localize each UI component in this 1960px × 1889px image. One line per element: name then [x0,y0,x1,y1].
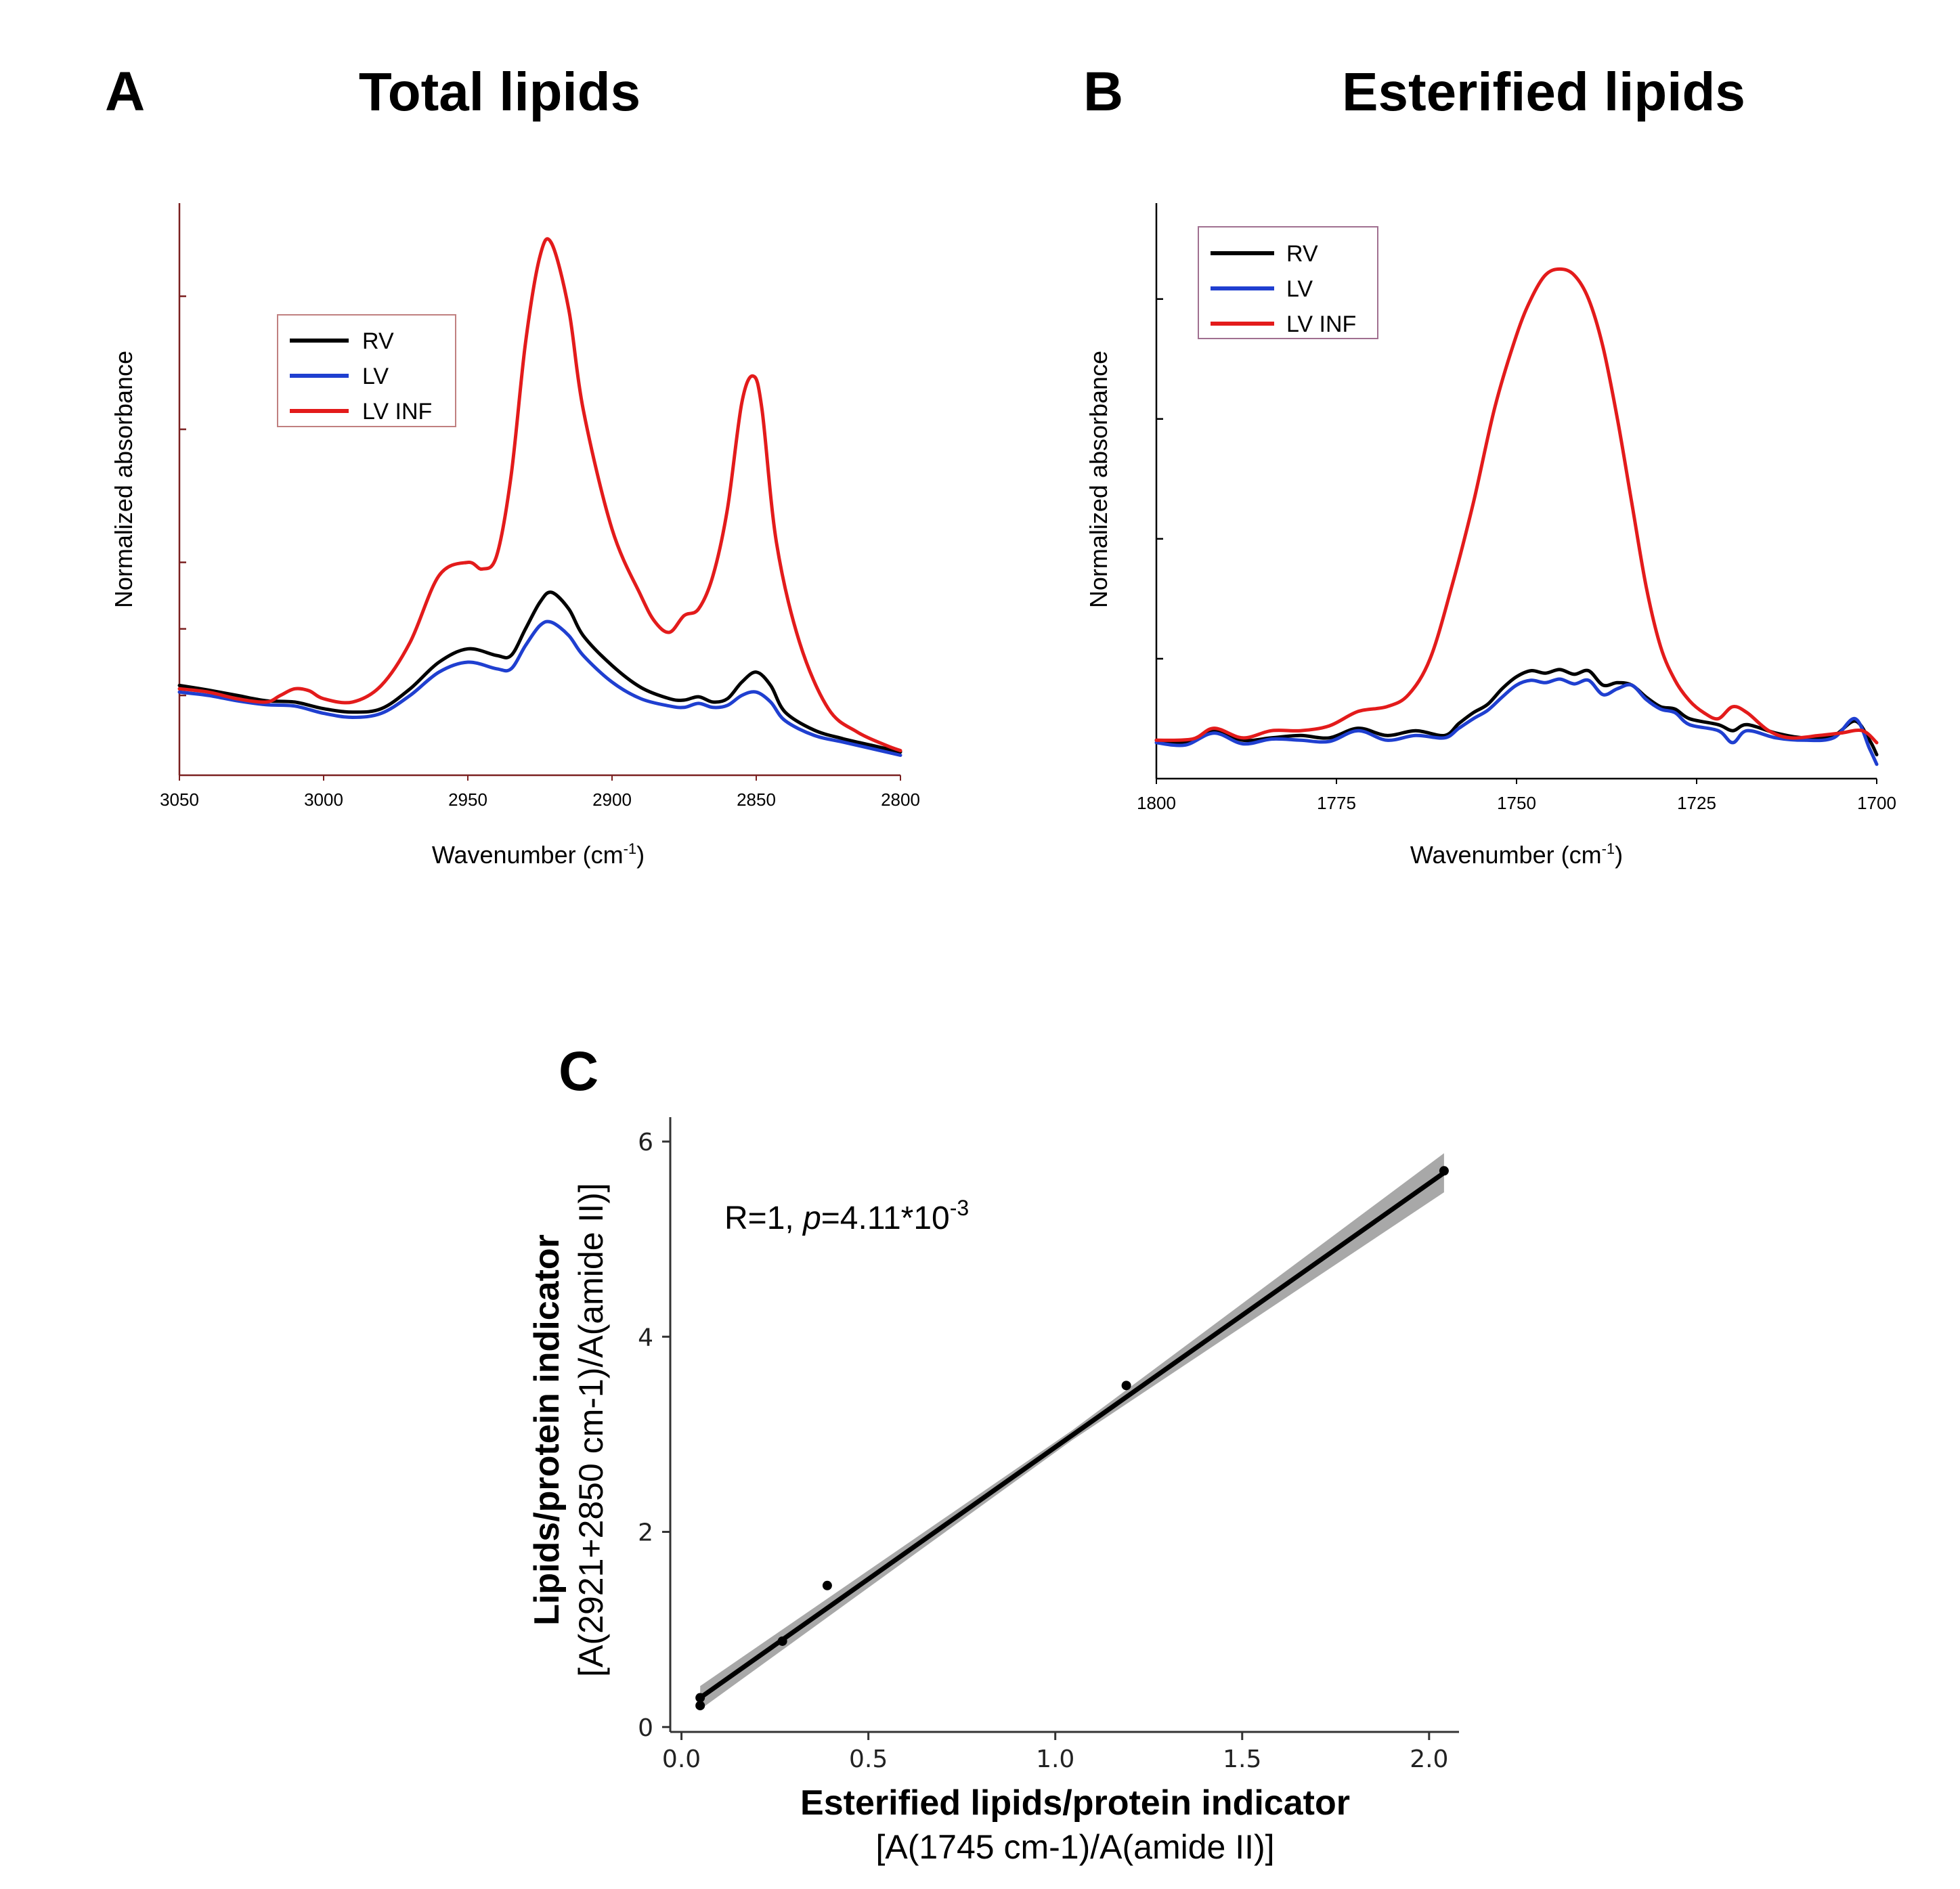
panel-c-y-ticks: 0 2 4 6 [638,1129,670,1742]
panel-c-letter: C [559,1041,598,1102]
y-tick-label-2: 4 [638,1324,653,1351]
panel-a-y-ticks [179,295,186,697]
data-point-5 [1439,1166,1449,1176]
x-tick-label-2: 1750 [1497,793,1536,813]
series-line-lv-inf [177,237,902,753]
x-tick-label-1: 3000 [304,789,343,810]
panel-b-legend-box [1198,226,1378,339]
panel-c-y-axis-sublabel: [A(2921+2850 cm-1)/A(amide II)] [572,1183,610,1677]
data-point-3 [822,1580,832,1590]
legend-label-rv: RV [362,328,394,354]
panel-b-legend: RV LV LV INF [1198,226,1378,339]
x-tick-label-4: 1700 [1857,793,1896,813]
panel-a: A Total lipids 3050 3000 2950 2900 2850 2800 … [105,61,920,869]
panel-a-series [177,237,902,757]
x-tick-label-4: 2850 [737,789,776,810]
data-point-0 [695,1701,705,1711]
panel-a-x-axis-label: Wavenumber (cm-1) [432,840,645,869]
panel-c-points [695,1166,1449,1711]
x-tick-label-0: 3050 [160,789,199,810]
legend-label-lv: LV [1286,276,1313,302]
panel-a-y-axis-label: Normalized absorbance [110,351,137,608]
x-tick-label-3: 1725 [1677,793,1716,813]
series-line-lv [177,620,902,757]
panel-a-legend: RV LV LV INF [277,314,456,427]
y-tick-label-0: 0 [638,1714,653,1742]
x-tick-label-1: 0.5 [849,1745,888,1773]
panel-c-y-axis-label: Lipids/protein indicator [527,1234,567,1626]
series-line-rv [1154,668,1879,757]
x-tick-label-2: 2950 [448,789,487,810]
x-tick-label-4: 2.0 [1410,1745,1448,1773]
x-tick-label-3: 2900 [592,789,632,810]
x-tick-label-0: 1800 [1137,793,1176,813]
panel-b: B Esterified lipids 1800 1775 1750 1725 1700… [1083,61,1896,869]
legend-label-lv-inf: LV INF [362,399,432,425]
data-point-2 [777,1636,787,1646]
y-tick-label-3: 6 [638,1129,653,1156]
legend-label-lv: LV [362,364,389,389]
panel-c-x-axis-sublabel: [A(1745 cm-1)/A(amide II)] [875,1828,1274,1866]
panel-b-letter: B [1083,61,1123,123]
x-tick-label-2: 1.0 [1036,1745,1074,1773]
panel-b-y-axis-label: Normalized absorbance [1085,351,1112,608]
panel-c-x-axis-label: Esterified lipids/protein indicator [800,1783,1350,1823]
legend-label-lv-inf: LV INF [1286,311,1356,337]
x-tick-label-3: 1.5 [1223,1745,1261,1773]
x-tick-label-5: 2800 [881,789,920,810]
legend-label-rv: RV [1286,241,1318,267]
series-line-lv [1154,677,1879,766]
panel-c-annotation: R=1, p=4.11*10-3 [724,1196,969,1236]
series-line-rv [177,590,902,754]
panel-b-title: Esterified lipids [1342,62,1745,122]
panel-b-y-ticks [1156,298,1163,660]
series-line-lv-inf [1154,267,1879,745]
panel-a-legend-box [277,314,456,427]
confidence-band [700,1153,1444,1710]
data-point-1 [695,1693,705,1703]
panel-a-x-ticks: 3050 3000 2950 2900 2850 2800 [160,775,920,810]
panel-c-x-ticks: 0.0 0.5 1.0 1.5 2.0 [662,1732,1448,1773]
x-tick-label-0: 0.0 [662,1745,701,1773]
panel-b-x-axis-label: Wavenumber (cm-1) [1410,840,1623,869]
panel-a-title: Total lipids [359,62,640,122]
panel-a-letter: A [105,61,145,123]
panel-c-regression [699,1153,1445,1710]
panel-b-series [1154,267,1879,766]
panel-b-x-ticks: 1800 1775 1750 1725 1700 [1137,779,1896,813]
data-point-4 [1121,1381,1131,1391]
x-tick-label-1: 1775 [1317,793,1356,813]
regression-line [699,1171,1445,1700]
y-tick-label-1: 2 [638,1519,653,1547]
